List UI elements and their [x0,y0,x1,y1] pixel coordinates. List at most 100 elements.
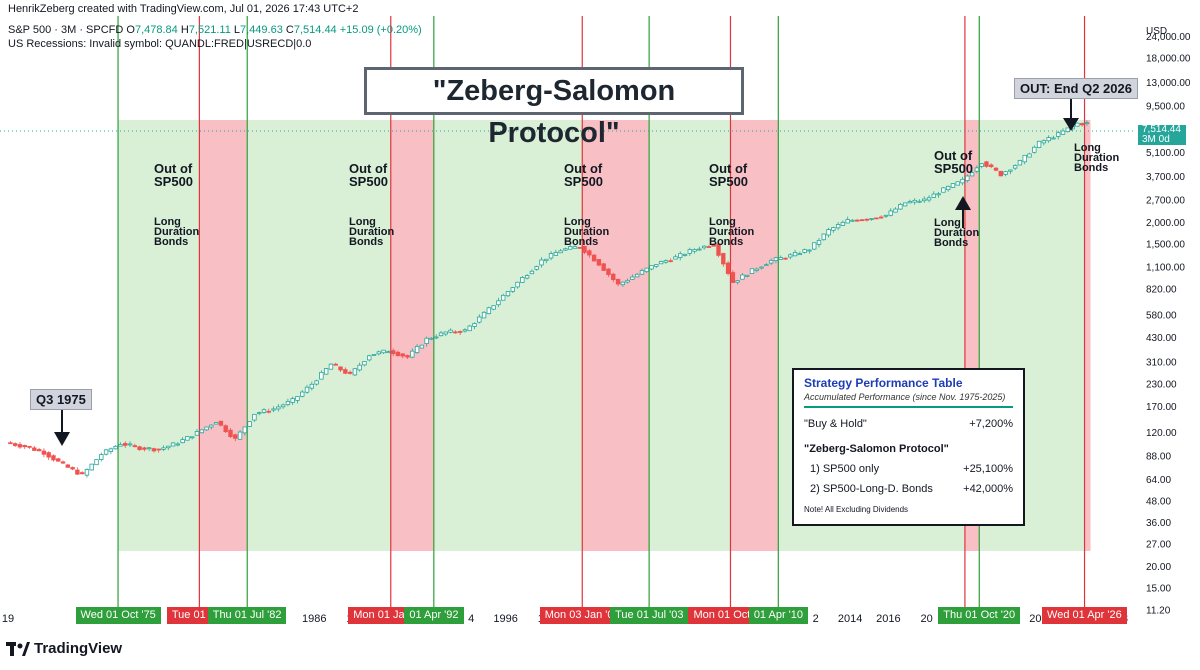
date-badge: Thu 01 Jul '82 [207,607,287,624]
candle-body [1084,122,1090,125]
high-label: H [180,24,189,36]
candle-body [290,398,295,403]
date-badge: 01 Apr '92 [404,607,464,624]
candle-body [917,200,922,203]
low-value: 7,449.63 [240,24,283,36]
candle-body [582,246,587,253]
bonds-label: Long Duration Bonds [349,216,395,248]
candle-body [213,422,219,425]
candle-body [443,331,448,335]
candle-body [457,331,463,333]
candle-body [1051,137,1056,140]
candle-body [1041,140,1047,144]
x-tick-label: 1986 [302,613,326,625]
candle-body [936,193,941,196]
low-label: L [233,24,241,36]
out-label: Out of SP500 [349,161,389,189]
candle-body [692,249,697,252]
candle-body [534,266,539,270]
candle-body [826,229,831,236]
perf-title: Strategy Performance Table [804,376,963,390]
candle-body [1065,127,1070,133]
candle-body [673,256,678,260]
candle-body [352,368,358,376]
candle-body [1027,153,1032,158]
candle-body [75,469,80,475]
candle-body [639,270,645,275]
candle-body [501,294,506,301]
candle-body [1079,123,1085,126]
bonds-label: Long Duration Bonds [709,216,755,248]
indicator-line[interactable]: US Recessions: Invalid symbol: QUANDL:FR… [8,38,312,50]
candle-body [70,467,75,470]
candle-body [845,219,850,224]
candle-body [8,442,13,445]
candles [8,120,1090,478]
candle-body [797,253,803,256]
candle-body [658,260,664,265]
candle-body [242,426,248,434]
open-label: O [126,24,135,36]
candle-body [998,170,1004,177]
y-tick-label: 430.00 [1146,333,1177,344]
last-price-tag: 7,514.44 3M 0d [1138,125,1186,145]
candle-body [237,431,243,440]
candle-body [405,355,410,358]
candle-body [993,167,999,171]
candle-body [572,246,578,249]
candle-body [309,383,315,389]
candle-body [199,429,204,434]
candle-body [979,163,984,167]
candle-body [1075,122,1080,127]
candle-body [161,447,166,450]
candle-body [620,281,626,286]
date-badge: Wed 01 Oct '75 [75,607,161,624]
brand-name: TradingView [34,640,123,657]
in-market-zone [118,120,200,551]
symbol-name[interactable]: S&P 500 · 3M · SPCFD [8,24,124,36]
candle-body [721,253,726,265]
price-axis: USD24,000.0018,000.0013,000.009,500.007,… [1146,26,1191,617]
candle-body [300,391,305,397]
candle-body [194,431,200,436]
candle-body [185,436,190,441]
candle-body [711,244,716,247]
candle-body [108,448,114,452]
candle-body [682,253,688,256]
candle-body [1012,165,1018,169]
out-label: Out of SP500 [709,161,749,189]
y-tick-label: 27.00 [1146,540,1171,551]
candle-body [1008,169,1013,172]
candle-body [931,193,937,198]
y-tick-label: 3,700.00 [1146,172,1185,183]
candle-body [371,354,377,356]
candle-body [414,346,420,354]
out-label: Out of SP500 [934,148,974,176]
candle-body [400,353,405,357]
tradingview-logo[interactable]: TradingView [6,640,122,657]
candle-body [1036,140,1042,148]
candle-body [725,262,731,274]
candle-body [960,178,965,184]
candle-body [816,239,822,245]
candle-body [156,448,161,451]
candle-body [974,167,980,172]
candle-body [591,254,597,262]
y-tick-label: 48.00 [1146,497,1171,508]
x-tick-label: 2016 [876,613,900,625]
candle-body [333,363,338,366]
candle-body [271,408,276,411]
close-label: C [285,24,294,36]
candle-body [386,351,391,354]
candle-body [89,463,94,471]
candle-body [27,445,32,448]
candle-body [314,380,319,385]
candle-body [740,274,745,280]
candle-body [792,251,798,257]
candle-body [127,443,133,446]
bonds-label: Long Duration Bonds [564,216,610,248]
y-tick-label: 20.00 [1146,562,1171,573]
candle-body [821,233,826,241]
candle-body [367,355,372,361]
candle-body [878,216,884,219]
